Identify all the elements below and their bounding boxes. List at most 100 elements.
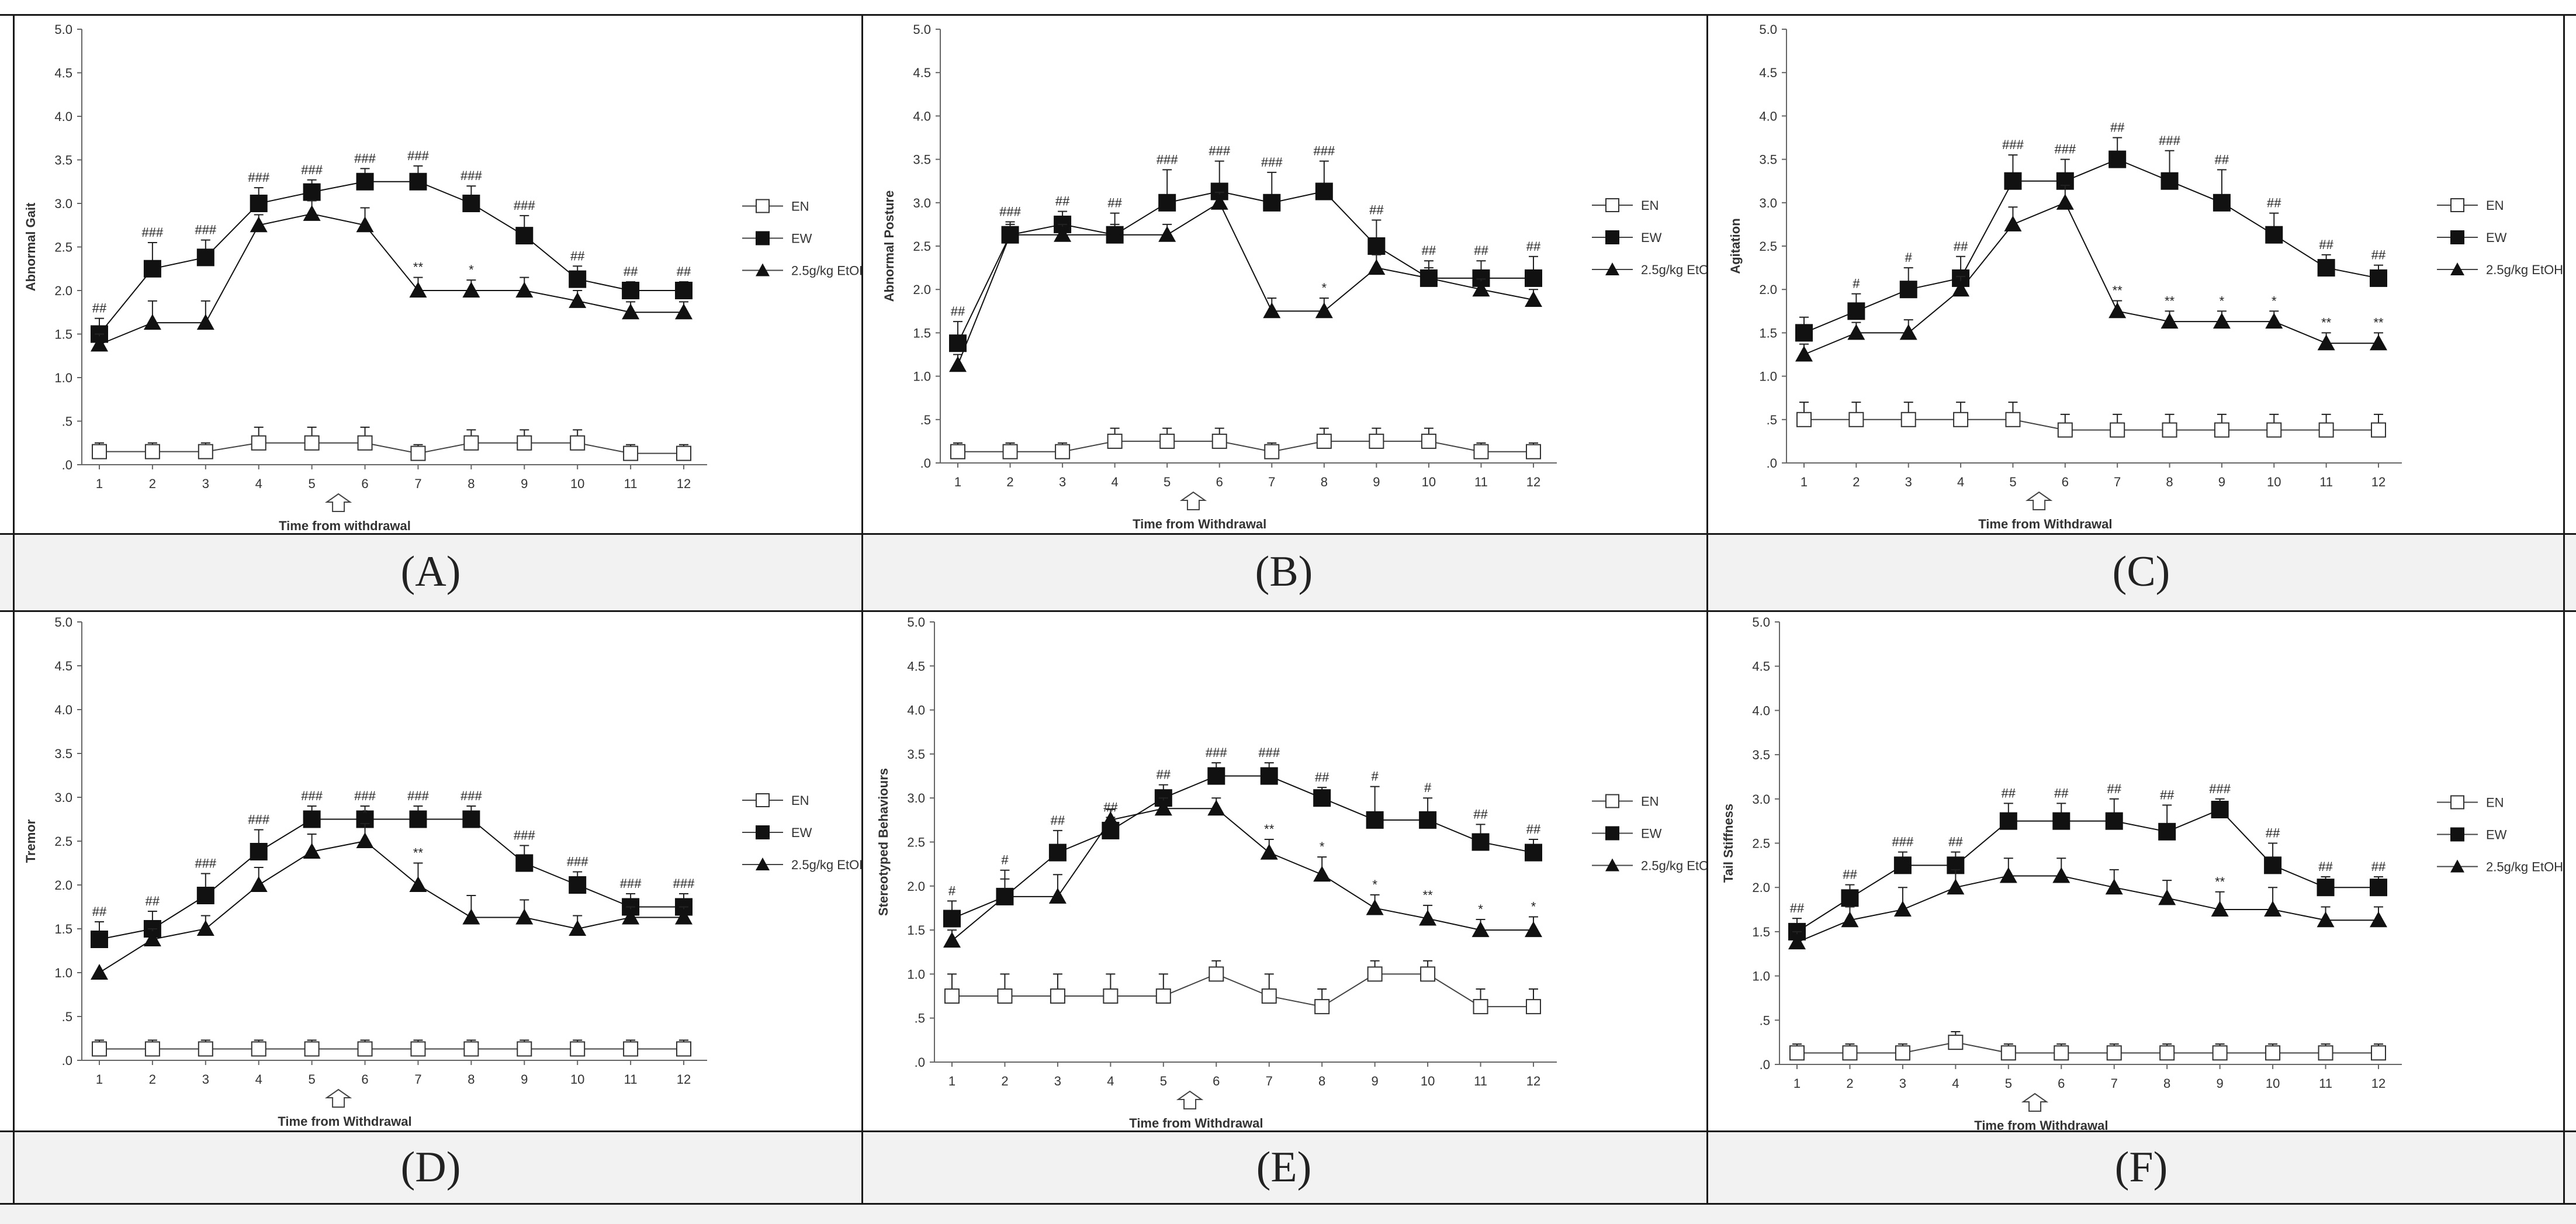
point-en	[2159, 1045, 2175, 1061]
x-tick-label: 2	[1001, 1074, 1008, 1088]
point-ew	[2052, 812, 2071, 830]
label-band-c: (C)	[1706, 533, 2576, 610]
panel-c: .0.5 1.0 1.5 2.0 2.5 3.0 3.5 4.0 4.5 5.0 1 2 3 4 5 6 7 8 9…	[1706, 0, 2576, 533]
grid-line-col2	[1706, 14, 1708, 1204]
point-en	[2110, 422, 2125, 438]
legend-label: 2.5g/kg EtOH	[1641, 262, 1706, 277]
point-etoh	[2056, 193, 2074, 210]
point-en	[1055, 444, 1071, 459]
x-tick-label: 1	[954, 475, 961, 489]
y-axis-label: Agitation	[1728, 218, 1743, 274]
point-etoh	[1315, 302, 1333, 319]
x-tick-label: 2	[149, 1072, 156, 1087]
y-tick-label: .0	[915, 1055, 925, 1070]
point-etoh	[2317, 334, 2335, 351]
x-tick-label: 12	[677, 1072, 691, 1087]
chart-c: .0.51.01.52.02.53.03.54.04.55.01 2 3 4 5 6 7 8 9…	[1728, 22, 2563, 531]
point-ew	[569, 876, 587, 894]
point-en	[2005, 412, 2021, 427]
x-tick-label: 4	[255, 1072, 262, 1087]
point-etoh	[1054, 226, 1072, 242]
point-en	[1895, 1045, 1910, 1061]
significance-label: *	[1531, 900, 1536, 914]
point-en	[570, 1041, 586, 1057]
y-tick-label: 2.5	[54, 240, 72, 255]
legend-marker-ew	[2450, 230, 2464, 244]
significance-label: ##	[1107, 196, 1122, 210]
point-ew	[2105, 812, 2123, 830]
y-tick-label: 1.5	[1752, 925, 1770, 939]
legend-label: EW	[2486, 230, 2507, 245]
significance-label: ##	[2160, 787, 2175, 802]
legend-label: EN	[2486, 796, 2504, 810]
point-en	[944, 988, 960, 1004]
legend-marker-en	[2450, 198, 2464, 212]
point-en	[410, 1041, 426, 1057]
series-line-2-5g-kg-etoh	[1796, 875, 2378, 943]
point-etoh	[1102, 811, 1120, 827]
x-tick-label: 5	[2009, 475, 2016, 489]
y-tick-label: 3.0	[907, 791, 925, 805]
point-etoh	[1154, 800, 1172, 816]
y-tick-label: 1.0	[54, 966, 72, 980]
point-etoh	[91, 336, 108, 352]
point-etoh	[462, 282, 480, 298]
series-line-2-5g-kg-etoh	[99, 213, 684, 345]
point-ew	[303, 810, 321, 828]
series-line-ew	[1796, 808, 2378, 932]
grid-line-bottom	[0, 1203, 2576, 1205]
point-etoh	[1001, 226, 1019, 242]
point-etoh	[1525, 921, 1542, 938]
point-en	[463, 1041, 479, 1057]
x-tick-label: 4	[1957, 475, 1964, 489]
panel-b: .0.5 1.0 1.5 2.0 2.5 3.0 3.5 4.0 4.5 5.0 1 2 3 4 5 6 7 8 9…	[861, 0, 1718, 533]
significance-label: ###	[1206, 745, 1227, 760]
point-etoh	[1419, 910, 1437, 926]
y-tick-label: .5	[1760, 1013, 1770, 1028]
x-tick-label: 10	[1422, 475, 1436, 489]
x-tick-label: 9	[1372, 1074, 1379, 1088]
point-en	[1421, 433, 1436, 449]
panel-letter-a: (A)	[400, 547, 461, 596]
legend-label: EN	[1641, 198, 1659, 213]
y-tick-label: 4.0	[1752, 703, 1770, 718]
x-tick-label: 8	[1318, 1074, 1325, 1088]
point-en	[1209, 966, 1224, 982]
point-en	[1842, 1045, 1858, 1061]
legend-marker-etoh	[1605, 858, 1619, 872]
x-tick-label: 7	[414, 1072, 421, 1087]
point-en	[2371, 422, 2386, 438]
point-ew	[1525, 843, 1542, 862]
point-ew	[409, 810, 427, 828]
y-tick-label: 2.5	[907, 835, 925, 850]
series-line-2-5g-kg-etoh	[99, 840, 684, 973]
y-tick-label: 4.5	[1759, 65, 1777, 80]
y-tick-label: 3.5	[1752, 748, 1770, 762]
y-tick-label: .0	[1760, 1057, 1770, 1072]
point-en	[1796, 412, 1812, 427]
y-tick-label: 3.0	[1752, 792, 1770, 807]
y-tick-label: 2.0	[54, 283, 72, 298]
x-tick-label: 7	[1268, 475, 1275, 489]
legend-label: 2.5g/kg EtOH	[791, 858, 861, 872]
significance-label: ##	[677, 264, 691, 279]
y-tick-label: 3.5	[1759, 153, 1777, 167]
x-tick-label: 9	[521, 476, 528, 491]
point-etoh	[1899, 324, 1917, 340]
point-ew	[2265, 226, 2283, 244]
x-tick-label: 11	[2319, 475, 2333, 489]
point-en	[1211, 433, 1227, 449]
point-etoh	[2317, 911, 2335, 928]
legend-label: EN	[1641, 794, 1659, 809]
point-en	[1159, 433, 1175, 449]
significance-label: ###	[620, 876, 642, 891]
point-en	[198, 444, 213, 459]
significance-label: **	[2165, 293, 2175, 308]
point-en	[676, 445, 691, 461]
y-tick-label: 4.5	[913, 65, 931, 80]
point-etoh	[1947, 879, 1965, 895]
point-ew	[2004, 172, 2022, 190]
legend-label: EN	[2486, 198, 2504, 213]
point-etoh	[1367, 259, 1386, 275]
y-tick-label: 3.0	[913, 196, 931, 210]
